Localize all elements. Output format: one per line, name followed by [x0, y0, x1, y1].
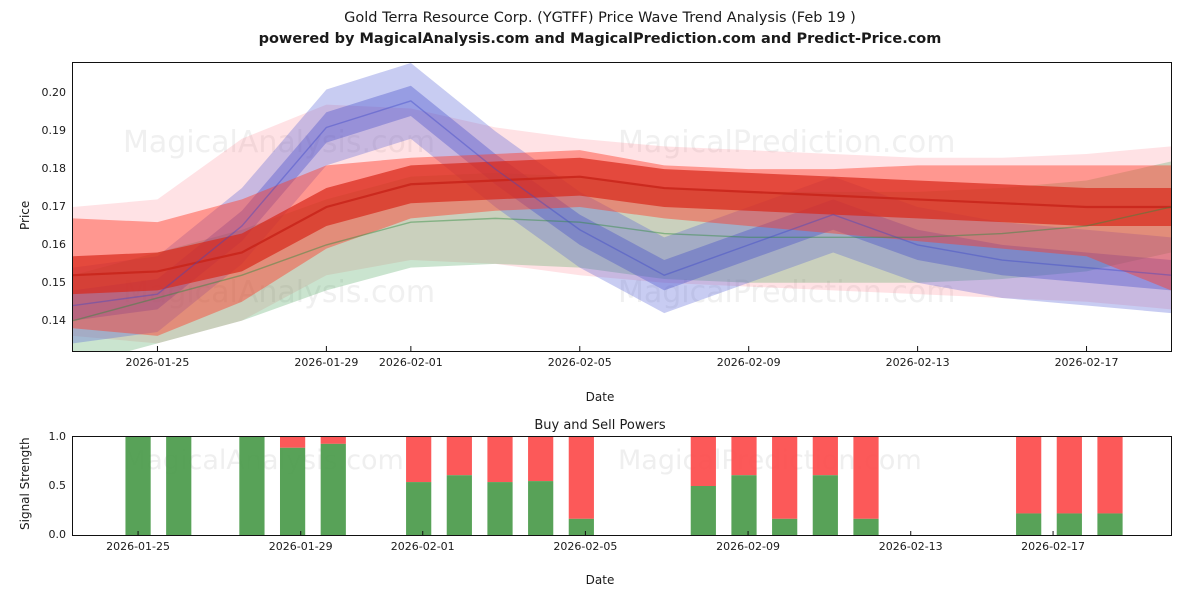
- page-title: Gold Terra Resource Corp. (YGTFF) Price …: [344, 10, 856, 26]
- signal-x-tick: 2026-02-09: [716, 540, 781, 553]
- price-y-tick: 0.16: [41, 237, 67, 251]
- signal-y-tick: 0.5: [48, 479, 67, 492]
- price-y-tick: 0.18: [41, 162, 67, 176]
- signal-x-tick: 2026-02-01: [390, 540, 455, 553]
- price-x-tick: 2026-02-01: [378, 356, 443, 369]
- signal-chart-panel: MagicalAnalysis.com MagicalPrediction.co…: [72, 436, 1172, 536]
- price-x-tick: 2026-01-25: [125, 356, 190, 369]
- page-subtitle: powered by MagicalAnalysis.com and Magic…: [258, 31, 942, 47]
- signal-chart-svg: [125, 437, 1123, 535]
- price-x-tick: 2026-02-05: [547, 356, 612, 369]
- signal-x-axis-label: Date: [585, 573, 615, 587]
- price-y-tick: 0.20: [41, 86, 67, 100]
- signal-x-tick: 2026-01-25: [106, 540, 171, 553]
- signal-x-tick: 2026-02-17: [1021, 540, 1086, 553]
- price-y-tick: 0.14: [41, 313, 67, 327]
- signal-x-tick: 2026-01-29: [268, 540, 333, 553]
- signal-y-tick: 0.0: [48, 528, 67, 541]
- price-x-tick: 2026-01-29: [294, 356, 359, 369]
- price-y-tick: 0.17: [41, 200, 67, 213]
- signal-chart-title: Buy and Sell Powers: [534, 418, 666, 433]
- price-chart-panel: MagicalAnalysis.com MagicalPrediction.co…: [72, 62, 1172, 352]
- signal-x-tick: 2026-02-13: [878, 540, 943, 553]
- price-x-tick: 2026-02-17: [1054, 356, 1119, 369]
- signal-y-tick: 1.0: [48, 430, 67, 443]
- price-y-tick: 0.15: [41, 275, 67, 289]
- price-x-tick: 2026-02-09: [716, 356, 781, 369]
- price-x-tick: 2026-02-13: [885, 356, 950, 369]
- title-block: Gold Terra Resource Corp. (YGTFF) Price …: [0, 8, 1200, 50]
- signal-x-tick: 2026-02-05: [553, 540, 618, 553]
- price-x-axis-label: Date: [585, 390, 615, 404]
- price-chart-svg: [73, 63, 1171, 351]
- price-y-tick: 0.19: [41, 124, 67, 138]
